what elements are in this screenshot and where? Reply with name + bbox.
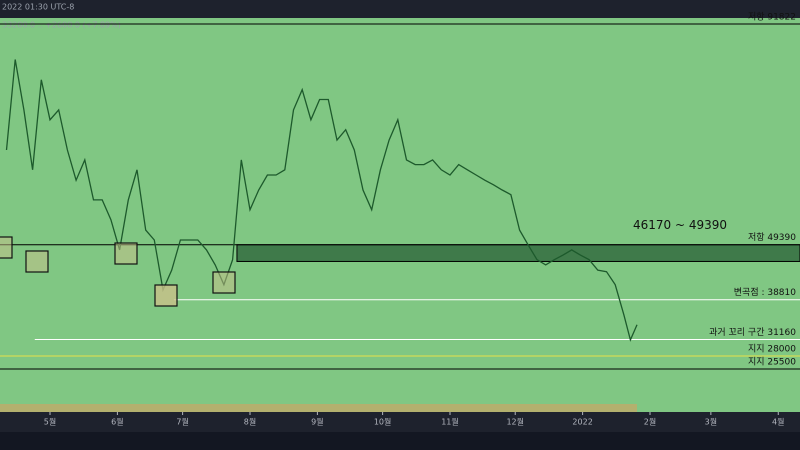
- x-tick-label: 5월: [44, 417, 56, 427]
- zone: [236, 244, 800, 262]
- x-tick-label: 7월: [176, 417, 188, 427]
- box: [25, 250, 49, 273]
- x-tick-label: 6월: [111, 417, 123, 427]
- box: [114, 242, 138, 265]
- x-tick-label: 9월: [311, 417, 323, 427]
- annotation-boxes: [0, 236, 236, 307]
- level-label: 지지 25500: [748, 356, 796, 367]
- volume-strip: [0, 404, 637, 412]
- x-tick-label: 8월: [244, 417, 256, 427]
- level-label: 지지 28000: [748, 343, 796, 354]
- x-axis-bar: [0, 412, 800, 432]
- price-line: [5, 59, 638, 342]
- x-tick-label: 11월: [441, 417, 459, 427]
- level-label: 저항 91822: [748, 11, 796, 22]
- level-label: 저항 49390: [748, 232, 796, 243]
- top-bar: [0, 0, 800, 18]
- x-tick-label: 10월: [374, 417, 392, 427]
- x-tick-label: 4월: [772, 417, 784, 427]
- x-tick-label: 2022: [572, 418, 592, 427]
- zone-label: 46170 ~ 49390: [633, 218, 727, 232]
- x-tick-label: 2월: [644, 417, 656, 427]
- header-time: 2022 01:30 UTC-8: [2, 3, 74, 12]
- level-label: 변곡점 : 38810: [734, 286, 796, 298]
- box: [212, 271, 236, 294]
- box: [154, 284, 178, 307]
- box: [0, 236, 13, 259]
- header-quote: 33200.0 .. +2600.0 (+7.89%): [2, 21, 121, 30]
- plot: 46170 ~ 49390 저항 91822 저항 49390 변곡점 : 38810…: [0, 11, 800, 370]
- plot-area: [0, 18, 800, 412]
- x-tick-label: 12월: [506, 417, 524, 427]
- level-label: 과거 꼬리 구간 31160: [709, 327, 796, 338]
- x-tick-label: 3월: [705, 417, 717, 427]
